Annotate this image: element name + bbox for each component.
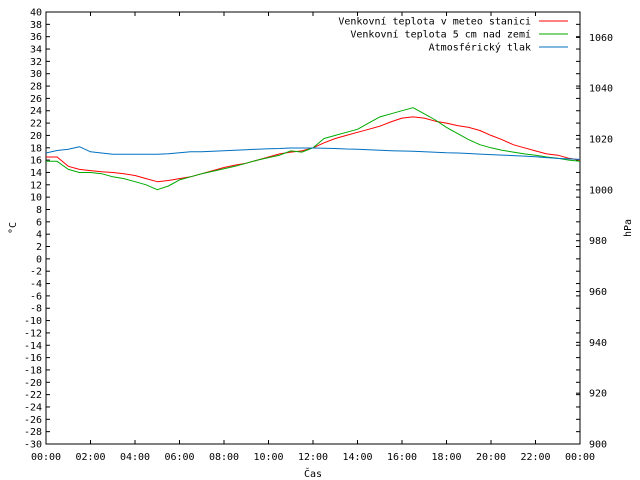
y-left-tick-label: 24 [30, 106, 42, 117]
x-tick-label: 14:00 [342, 452, 372, 463]
y-left-tick-label: 2 [36, 242, 42, 253]
y-left-tick-label: 28 [30, 82, 42, 93]
y-left-tick-label: 4 [36, 230, 42, 241]
y-left-tick-label: 16 [30, 156, 42, 167]
x-tick-label: 04:00 [120, 452, 150, 463]
x-tick-label: 06:00 [164, 452, 194, 463]
y-left-tick-label: 6 [36, 217, 42, 228]
y-right-tick-label: 920 [589, 389, 607, 400]
y-axis-left-label: °C [8, 222, 19, 234]
y-right-tick-label: 1020 [589, 135, 613, 146]
y-left-tick-label: -28 [24, 427, 42, 438]
y-right-tick-label: 980 [589, 236, 607, 247]
ticks-layer: -30-28-26-24-22-20-18-16-14-12-10-8-6-4-… [24, 8, 613, 464]
x-tick-label: 00:00 [565, 452, 595, 463]
x-tick-label: 22:00 [520, 452, 550, 463]
y-left-tick-label: 14 [30, 168, 42, 179]
y-left-tick-label: 20 [30, 131, 42, 142]
x-axis-label: Čas [304, 467, 322, 480]
y-left-tick-label: -4 [30, 279, 42, 290]
x-tick-label: 10:00 [253, 452, 283, 463]
y-left-tick-label: 12 [30, 180, 42, 191]
series-line-2 [46, 107, 581, 191]
x-tick-label: 02:00 [75, 452, 105, 463]
x-tick-label: 16:00 [387, 452, 417, 463]
y-left-tick-label: -6 [30, 291, 42, 302]
y-left-tick-label: -22 [24, 390, 42, 401]
y-left-tick-label: -8 [30, 304, 42, 315]
x-tick-label: 12:00 [298, 452, 328, 463]
y-left-tick-label: -2 [30, 267, 42, 278]
legend-label-3: Atmosférický tlak [429, 42, 531, 54]
y-left-tick-label: -12 [24, 328, 42, 339]
y-right-tick-label: 1060 [589, 33, 613, 44]
y-left-tick-label: -18 [24, 365, 42, 376]
y-left-tick-label: -20 [24, 378, 42, 389]
y-left-tick-label: 8 [36, 205, 42, 216]
plot-frame [45, 11, 581, 445]
y-left-tick-label: -30 [24, 440, 42, 451]
y-left-tick-label: -10 [24, 316, 42, 327]
y-right-tick-label: 960 [589, 287, 607, 298]
y-axis-right-label: hPa [623, 219, 634, 237]
y-left-tick-label: 40 [30, 8, 42, 19]
x-tick-label: 00:00 [31, 452, 61, 463]
x-tick-label: 20:00 [476, 452, 506, 463]
y-left-tick-label: 0 [36, 254, 42, 265]
legend-label-2: Venkovní teplota 5 cm nad zemí [350, 29, 531, 41]
legend: Venkovní teplota v meteo staniciVenkovní… [338, 16, 568, 54]
y-left-tick-label: -16 [24, 353, 42, 364]
y-right-tick-label: 1000 [589, 185, 613, 196]
y-left-tick-label: 10 [30, 193, 42, 204]
y-left-tick-label: 38 [30, 20, 42, 31]
series-layer [45, 107, 581, 191]
y-left-tick-label: 26 [30, 94, 42, 105]
series-line-3 [45, 146, 581, 160]
y-left-tick-label: 22 [30, 119, 42, 130]
y-left-tick-label: -26 [24, 415, 42, 426]
y-left-tick-label: 36 [30, 32, 42, 43]
x-tick-label: 18:00 [431, 452, 461, 463]
legend-label-1: Venkovní teplota v meteo stanici [338, 16, 531, 28]
y-left-tick-label: 32 [30, 57, 42, 68]
y-left-tick-label: 30 [30, 69, 42, 80]
y-right-tick-label: 940 [589, 338, 607, 349]
y-left-tick-label: 34 [30, 45, 42, 56]
y-left-tick-label: 18 [30, 143, 42, 154]
y-right-tick-label: 1040 [589, 84, 613, 95]
y-right-tick-label: 900 [589, 440, 607, 451]
x-tick-label: 08:00 [209, 452, 239, 463]
y-left-tick-label: -14 [24, 341, 42, 352]
y-left-tick-label: -24 [24, 402, 42, 413]
